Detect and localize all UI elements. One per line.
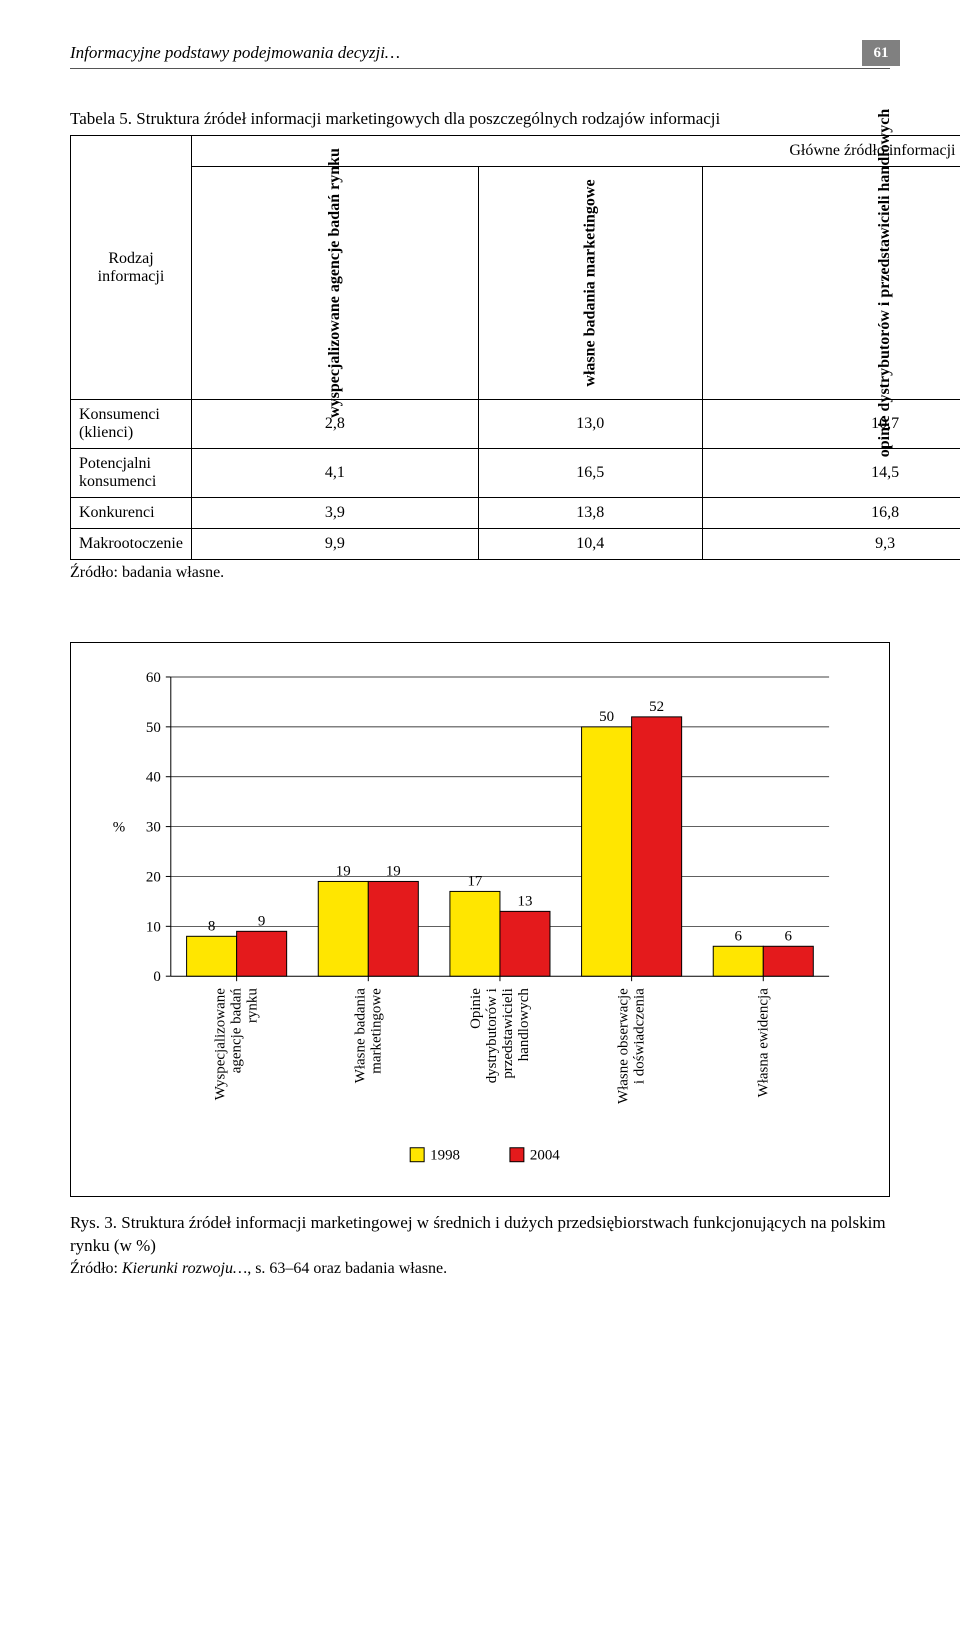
svg-text:20: 20 <box>146 869 161 885</box>
svg-text:Własna ewidencja: Własna ewidencja <box>755 988 771 1098</box>
col-header-2: opinie dystrybutorów i przedstawicieli h… <box>702 167 960 400</box>
cell: 10,7 <box>702 400 960 449</box>
cell: 10,4 <box>478 529 702 560</box>
cell: 16,5 <box>478 449 702 498</box>
bar-chart: 0 10 20 30 40 50 60% 8 9 Wyspecjalizowaneagencje … <box>91 667 869 1186</box>
page: Informacyjne podstawy podejmowania decyz… <box>0 0 960 1338</box>
svg-text:Wyspecjalizowaneagencje badańr: Wyspecjalizowaneagencje badańrynku <box>213 988 261 1101</box>
svg-text:40: 40 <box>146 770 161 786</box>
svg-text:1998: 1998 <box>430 1148 460 1164</box>
table-row: Makrootoczenie9,910,49,367,72,7 <box>71 529 960 560</box>
table-row: Konkurenci3,913,816,864,11,4 <box>71 498 960 529</box>
figure-source: Źródło: Kierunki rozwoju…, s. 63–64 oraz… <box>70 1260 890 1278</box>
row-label: Konkurenci <box>71 498 192 529</box>
svg-text:30: 30 <box>146 820 161 836</box>
svg-text:Własne badaniamarketingowe: Własne badaniamarketingowe <box>352 988 384 1083</box>
table-source: Źródło: badania własne. <box>70 564 890 582</box>
cell: 13,8 <box>478 498 702 529</box>
svg-text:52: 52 <box>649 699 664 715</box>
row-label: Makrootoczenie <box>71 529 192 560</box>
svg-text:6: 6 <box>735 928 743 944</box>
col-header-0: wyspecjalizowane agencje badań rynku <box>191 167 478 400</box>
svg-text:0: 0 <box>153 969 160 985</box>
col-header-1: własne badania marketingowe <box>478 167 702 400</box>
cell: 9,9 <box>191 529 478 560</box>
page-number: 61 <box>862 40 900 66</box>
cell: 9,3 <box>702 529 960 560</box>
svg-text:19: 19 <box>336 863 351 879</box>
row-header: Rodzaj informacji <box>71 136 192 400</box>
svg-text:10: 10 <box>146 919 161 935</box>
columns-top-header: Główne źródło informacji (w %) <box>191 136 960 167</box>
data-table: Rodzaj informacji Główne źródło informac… <box>70 135 960 560</box>
svg-text:8: 8 <box>208 918 215 934</box>
svg-text:Opiniedystrybutorów iprzedstaw: Opiniedystrybutorów iprzedstawicielihand… <box>468 988 532 1084</box>
running-header: Informacyjne podstawy podejmowania decyz… <box>70 40 890 69</box>
svg-text:%: % <box>113 820 125 836</box>
figure-caption: Rys. 3. Struktura źródeł informacji mark… <box>70 1211 890 1259</box>
cell: 14,5 <box>702 449 960 498</box>
table-caption: Tabela 5. Struktura źródeł informacji ma… <box>70 109 890 129</box>
cell: 16,8 <box>702 498 960 529</box>
running-title: Informacyjne podstawy podejmowania decyz… <box>70 43 400 63</box>
svg-text:2004: 2004 <box>530 1148 560 1164</box>
table-row: Konsumenci (klienci)2,813,010,757,016,6 <box>71 400 960 449</box>
row-label: Potencjalni konsumenci <box>71 449 192 498</box>
chart-frame: 0 10 20 30 40 50 60% 8 9 Wyspecjalizowaneagencje … <box>70 642 890 1197</box>
cell: 13,0 <box>478 400 702 449</box>
cell: 4,1 <box>191 449 478 498</box>
row-label: Konsumenci (klienci) <box>71 400 192 449</box>
svg-text:50: 50 <box>599 709 614 725</box>
svg-text:50: 50 <box>146 720 161 736</box>
svg-text:60: 60 <box>146 670 161 686</box>
svg-text:17: 17 <box>467 873 482 889</box>
svg-text:19: 19 <box>386 863 401 879</box>
svg-text:6: 6 <box>785 928 793 944</box>
svg-text:13: 13 <box>517 893 532 909</box>
svg-text:9: 9 <box>258 913 265 929</box>
cell: 3,9 <box>191 498 478 529</box>
table-row: Potencjalni konsumenci4,116,514,561,83,0 <box>71 449 960 498</box>
svg-text:Własne obserwacjei doświadczen: Własne obserwacjei doświadczenia <box>616 988 648 1104</box>
